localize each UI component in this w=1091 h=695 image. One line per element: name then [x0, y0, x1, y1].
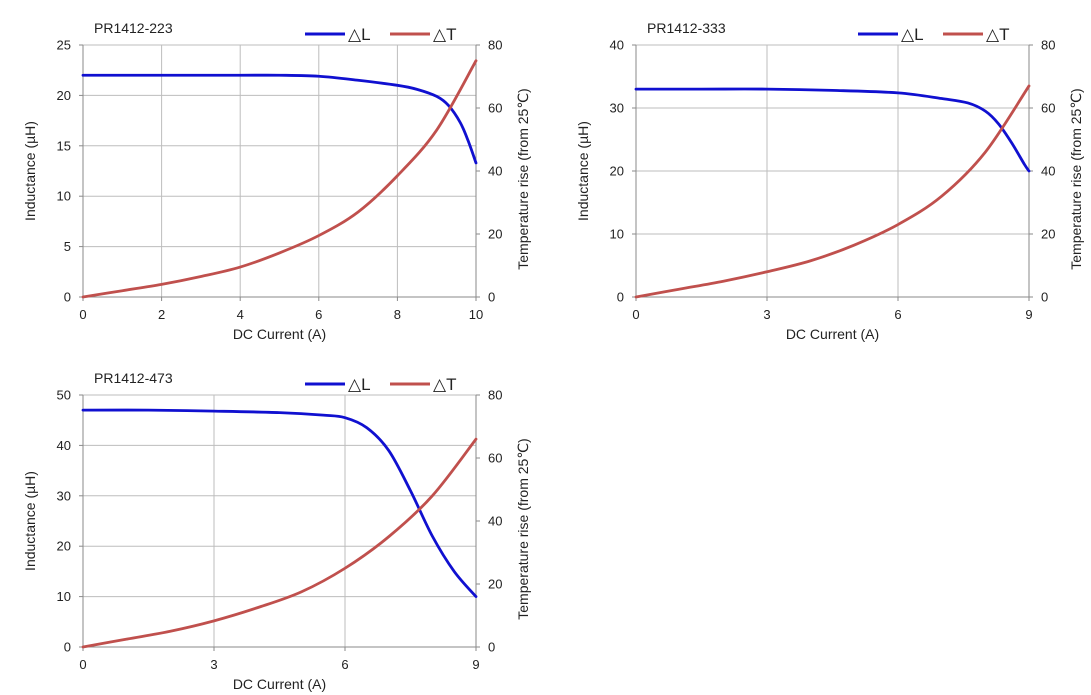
right-y-tick-label: 40: [488, 514, 502, 529]
right-y-axis-title: Temperature rise (from 25℃): [1068, 88, 1084, 269]
legend-box: [854, 23, 1024, 43]
right-y-tick-label: 0: [488, 640, 495, 655]
left-y-tick-label: 20: [57, 88, 71, 103]
temperature-line: [81, 437, 478, 649]
right-y-tick-label: 80: [488, 38, 502, 53]
left-y-tick-label: 10: [610, 227, 624, 242]
x-axis-title: DC Current (A): [233, 676, 326, 692]
legend-label: △T: [986, 25, 1009, 44]
left-y-tick-label: 30: [610, 101, 624, 116]
x-tick-label: 6: [894, 307, 901, 322]
left-y-tick-label: 10: [57, 189, 71, 204]
left-y-tick-label: 20: [610, 164, 624, 179]
legend-label: △T: [433, 375, 456, 394]
left-y-tick-label: 15: [57, 138, 71, 153]
right-y-tick-label: 20: [488, 227, 502, 242]
left-y-tick-label: 0: [64, 640, 71, 655]
title-box: [85, 368, 260, 392]
right-y-axis-title: Temperature rise (from 25℃): [515, 88, 531, 269]
legend-box: [301, 23, 471, 43]
x-tick-label: 0: [632, 307, 639, 322]
left-y-tick-label: 10: [57, 589, 71, 604]
right-y-tick-label: 80: [1041, 38, 1055, 53]
left-y-tick-label: 30: [57, 488, 71, 503]
left-y-tick-label: 40: [610, 38, 624, 53]
left-y-axis-title: Inductance (µH): [575, 121, 591, 221]
left-y-tick-label: 0: [64, 290, 71, 305]
right-y-tick-label: 0: [488, 290, 495, 305]
left-y-tick-label: 25: [57, 38, 71, 53]
left-y-tick-label: 0: [617, 290, 624, 305]
x-axis-title: DC Current (A): [233, 326, 326, 342]
x-axis-title: DC Current (A): [786, 326, 879, 342]
legend-box: [301, 373, 471, 393]
x-tick-label: 0: [79, 307, 86, 322]
title-box: [85, 18, 260, 42]
legend-label: △L: [901, 25, 924, 44]
x-tick-label: 9: [1025, 307, 1032, 322]
inductance-line: [634, 87, 1031, 173]
left-y-tick-label: 50: [57, 388, 71, 403]
left-y-tick-label: 40: [57, 438, 71, 453]
x-tick-label: 0: [79, 657, 86, 672]
temperature-line: [634, 84, 1031, 299]
chart-panel-pr1412-333: 0 10 20 30 40 0 20 40 60 80 0 3 6 9 DC Current (A) Indu…: [575, 18, 1084, 342]
inductance-line: [81, 408, 478, 598]
right-y-tick-label: 40: [488, 164, 502, 179]
temperature-line: [81, 59, 478, 299]
panel-title: PR1412-333: [647, 20, 726, 36]
x-tick-label: 3: [763, 307, 770, 322]
right-y-tick-label: 20: [1041, 227, 1055, 242]
legend-label: △L: [348, 25, 371, 44]
right-y-tick-label: 20: [488, 577, 502, 592]
x-tick-label: 8: [394, 307, 401, 322]
x-tick-label: 10: [469, 307, 483, 322]
x-tick-label: 2: [158, 307, 165, 322]
left-y-tick-label: 5: [64, 239, 71, 254]
x-tick-label: 6: [315, 307, 322, 322]
chart-panel-pr1412-473: 0 10 20 30 40 50 0 20 40 60 80 0 3 6 9 DC Current (A) In…: [22, 368, 531, 692]
panel-title: PR1412-473: [94, 370, 173, 386]
right-y-tick-label: 60: [488, 101, 502, 116]
right-y-axis-title: Temperature rise (from 25℃): [515, 438, 531, 619]
chart-panel-pr1412-223: 0 5 10 15 20 25 0 20 40 60 80 0 2 4 6 8 10 DC Current (A)…: [22, 18, 531, 342]
legend-label: △L: [348, 375, 371, 394]
legend-label: △T: [433, 25, 456, 44]
right-y-tick-label: 80: [488, 388, 502, 403]
left-y-axis-title: Inductance (µH): [22, 121, 38, 221]
right-y-tick-label: 60: [1041, 101, 1055, 116]
right-y-tick-label: 0: [1041, 290, 1048, 305]
x-tick-label: 6: [341, 657, 348, 672]
panel-title: PR1412-223: [94, 20, 173, 36]
right-y-tick-label: 40: [1041, 164, 1055, 179]
inductance-line: [81, 73, 478, 165]
left-y-axis-title: Inductance (µH): [22, 471, 38, 571]
x-tick-label: 4: [237, 307, 244, 322]
title-box: [638, 18, 813, 42]
left-y-tick-label: 20: [57, 539, 71, 554]
x-tick-label: 9: [472, 657, 479, 672]
x-tick-label: 3: [210, 657, 217, 672]
right-y-tick-label: 60: [488, 451, 502, 466]
